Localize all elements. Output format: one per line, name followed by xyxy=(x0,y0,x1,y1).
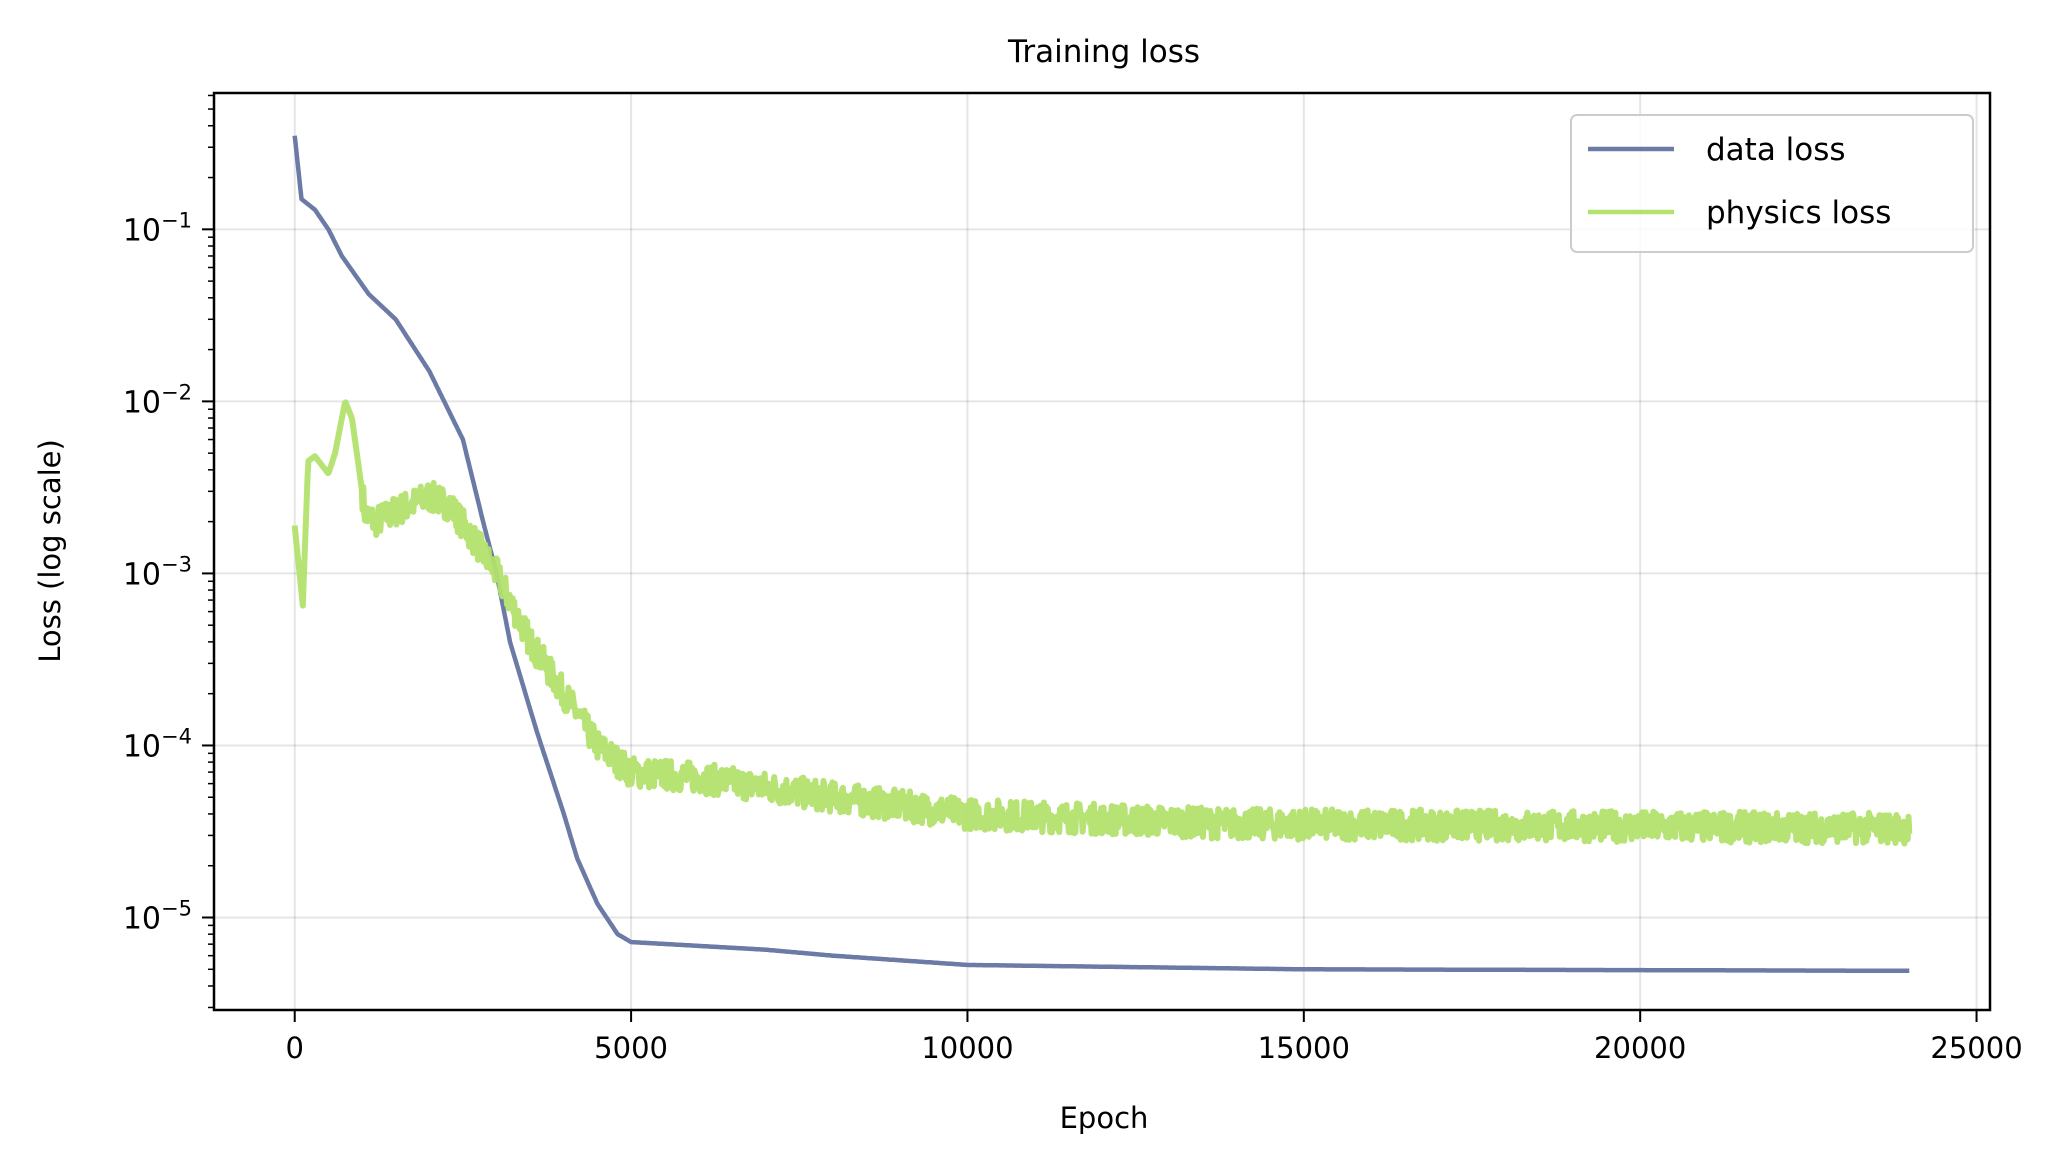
x-tick-label: 5000 xyxy=(594,1031,668,1065)
plot-frame xyxy=(212,91,1992,1012)
legend-label-data-loss: data loss xyxy=(1706,132,1846,168)
y-tick-label: 10−3 xyxy=(123,552,192,592)
x-tick-label: 0 xyxy=(286,1031,304,1065)
legend-label-physics-loss: physics loss xyxy=(1706,195,1891,231)
x-tick-label: 10000 xyxy=(921,1031,1013,1065)
legend: data loss physics loss xyxy=(1570,114,1974,253)
grid xyxy=(214,93,1990,1010)
x-axis-label: Epoch xyxy=(1060,1101,1149,1135)
y-tick-label: 10−5 xyxy=(123,897,192,937)
y-tick-label: 10−4 xyxy=(123,724,192,764)
y-axis: 10−1 10−2 10−3 10−4 10−5 xyxy=(123,94,214,1009)
y-tick-label: 10−1 xyxy=(123,208,192,248)
series-lines xyxy=(291,135,1913,974)
series-line-physics-loss xyxy=(291,399,1913,847)
chart-title: Training loss xyxy=(1007,34,1200,70)
x-tick-label: 15000 xyxy=(1258,1031,1350,1065)
series-line-data-loss xyxy=(292,135,1911,974)
y-tick-label: 10−2 xyxy=(123,380,192,420)
y-axis-label: Loss (log scale) xyxy=(33,439,67,663)
x-tick-label: 25000 xyxy=(1930,1031,2022,1065)
x-tick-label: 20000 xyxy=(1594,1031,1686,1065)
x-axis: 0 5000 10000 15000 20000 25000 xyxy=(286,1010,2023,1065)
